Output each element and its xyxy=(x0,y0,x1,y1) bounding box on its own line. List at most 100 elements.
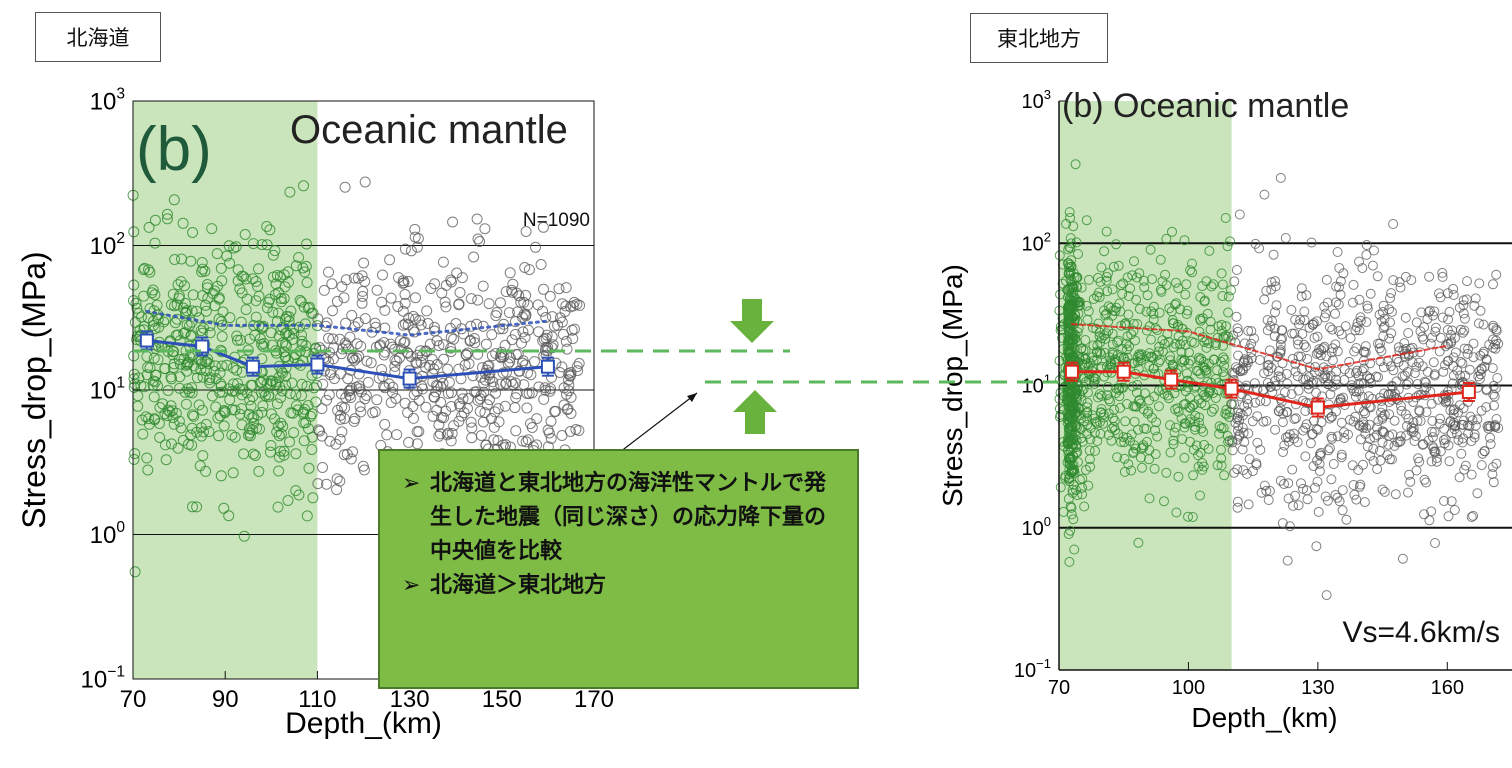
black-data-point xyxy=(1296,478,1306,489)
black-data-point xyxy=(1275,172,1286,183)
black-data-point xyxy=(1387,381,1398,392)
black-data-point xyxy=(347,352,359,364)
green-data-point xyxy=(197,290,208,302)
black-data-point xyxy=(1330,308,1341,319)
green-data-point xyxy=(171,299,183,311)
black-data-point xyxy=(1408,423,1419,434)
black-data-point xyxy=(442,427,454,439)
black-data-point xyxy=(1343,429,1353,440)
y-tick-label: 102 xyxy=(90,230,125,260)
black-data-point xyxy=(1434,418,1445,429)
black-data-point xyxy=(1430,322,1441,333)
green-data-point xyxy=(1199,296,1210,307)
green-data-point xyxy=(152,354,164,366)
green-data-point xyxy=(1219,360,1230,371)
green-data-point xyxy=(1184,402,1195,413)
green-data-point xyxy=(1165,420,1175,431)
black-data-point xyxy=(1335,397,1346,408)
green-data-point xyxy=(1071,237,1082,248)
green-data-point xyxy=(159,314,171,326)
black-data-point xyxy=(1386,288,1397,299)
black-data-point xyxy=(390,393,402,404)
green-data-point xyxy=(180,359,192,371)
black-data-point xyxy=(1232,502,1243,513)
black-data-point xyxy=(1287,464,1298,475)
green-data-point xyxy=(1153,401,1164,412)
black-data-point xyxy=(438,353,450,365)
black-data-point xyxy=(1266,277,1277,288)
green-data-point xyxy=(213,430,225,442)
black-data-point xyxy=(1444,306,1455,317)
black-data-point xyxy=(520,226,532,237)
black-data-point xyxy=(1298,483,1308,494)
black-data-point xyxy=(1423,435,1434,446)
black-data-point xyxy=(1466,469,1477,480)
green-data-point xyxy=(173,415,185,427)
black-data-point xyxy=(546,311,558,323)
black-data-point xyxy=(483,298,495,310)
black-data-point xyxy=(1351,343,1362,353)
green-data-point xyxy=(1107,423,1117,434)
green-data-point xyxy=(1136,349,1147,360)
black-data-point xyxy=(1488,342,1499,353)
green-data-point xyxy=(175,422,187,434)
black-data-point xyxy=(560,388,572,400)
black-data-point xyxy=(323,389,335,401)
green-data-point xyxy=(172,329,184,341)
y-tick-label: 102 xyxy=(1022,229,1051,255)
black-data-point xyxy=(1340,321,1351,332)
green-data-point xyxy=(1067,421,1077,432)
green-data-point xyxy=(1197,387,1208,398)
median-marker xyxy=(245,359,260,374)
green-data-point xyxy=(1064,341,1075,352)
black-data-point xyxy=(316,403,328,415)
black-data-point xyxy=(1353,465,1364,475)
bullet-arrow-icon: ➢ xyxy=(402,471,421,496)
green-data-point xyxy=(1075,424,1086,434)
black-data-point xyxy=(1491,458,1502,469)
green-data-point xyxy=(172,279,184,291)
green-data-point xyxy=(149,237,161,249)
black-data-point xyxy=(1448,370,1459,381)
green-data-point xyxy=(151,299,163,311)
green-data-point xyxy=(296,329,307,341)
green-data-point xyxy=(1137,462,1147,473)
black-data-point xyxy=(323,332,334,344)
green-data-point xyxy=(279,281,291,293)
black-data-point xyxy=(467,370,479,382)
green-data-point xyxy=(1206,406,1217,417)
green-data-point xyxy=(1067,484,1078,495)
black-data-point xyxy=(1468,352,1479,363)
black-data-point xyxy=(1365,450,1376,461)
green-data-point xyxy=(177,434,189,446)
black-data-point xyxy=(1447,325,1458,336)
green-data-point xyxy=(1221,409,1232,420)
black-data-point xyxy=(469,337,481,349)
black-data-point xyxy=(1395,436,1406,446)
black-data-point xyxy=(1435,332,1446,343)
black-data-point xyxy=(335,368,347,380)
black-data-point xyxy=(471,213,483,225)
black-data-point xyxy=(1297,329,1308,339)
black-data-point xyxy=(1348,480,1359,490)
black-data-point xyxy=(1328,459,1339,469)
green-data-point xyxy=(1101,328,1112,339)
green-data-point xyxy=(1220,408,1231,419)
black-data-point xyxy=(1352,365,1362,376)
green-data-point xyxy=(227,467,239,479)
black-data-point xyxy=(1412,379,1423,389)
green-data-point xyxy=(301,510,313,522)
green-data-point xyxy=(241,387,253,399)
black-data-point xyxy=(1360,341,1371,352)
green-data-point xyxy=(1200,365,1211,376)
black-data-point xyxy=(412,349,423,361)
green-data-point xyxy=(200,418,212,430)
green-data-point xyxy=(271,426,283,438)
black-data-point xyxy=(1227,445,1238,456)
black-data-point xyxy=(422,318,434,329)
black-data-point xyxy=(1428,357,1439,368)
green-data-point xyxy=(235,316,247,328)
black-data-point xyxy=(1313,424,1324,435)
black-data-point xyxy=(437,339,449,351)
black-data-point xyxy=(1326,431,1337,442)
